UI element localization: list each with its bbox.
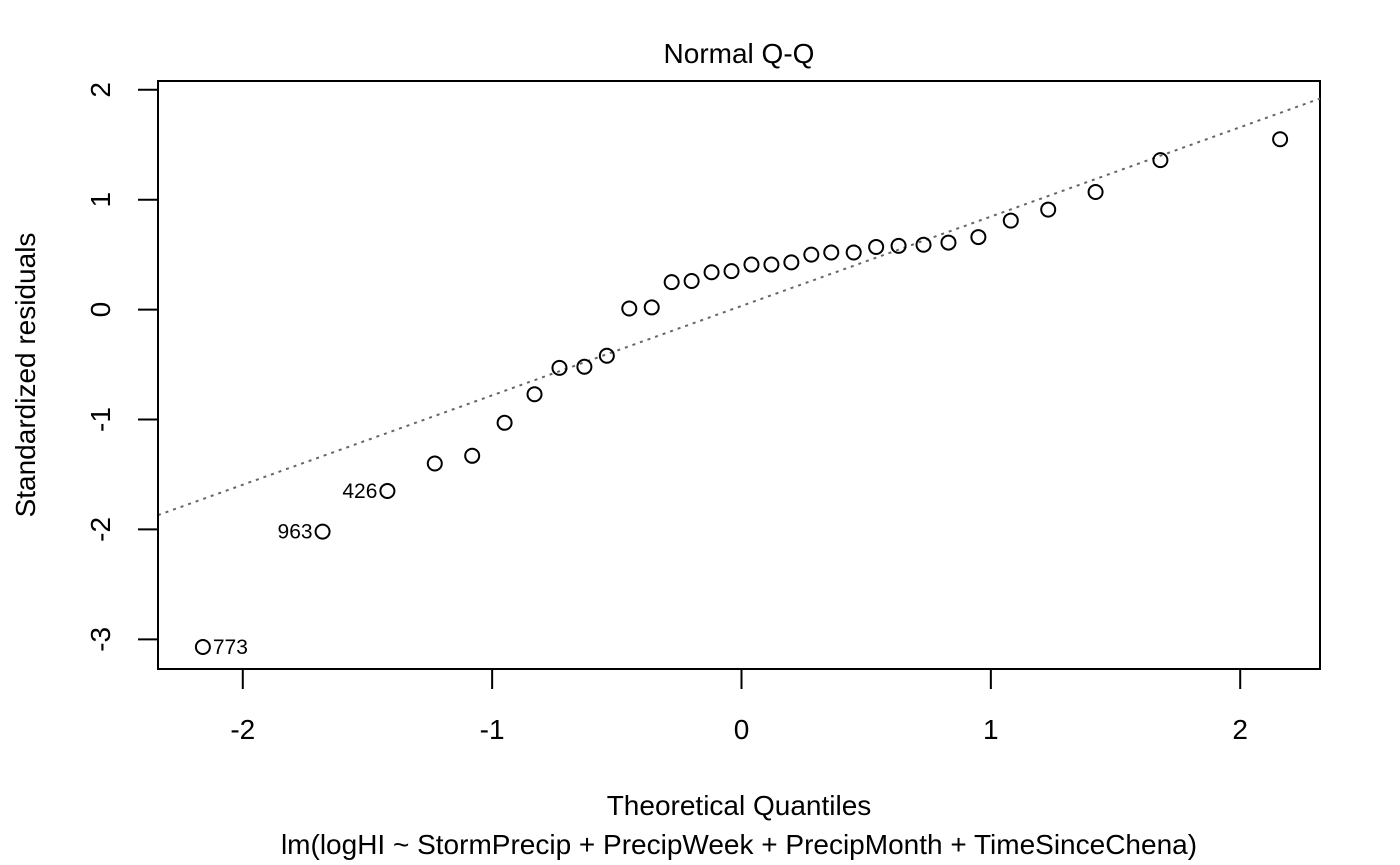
data-point bbox=[663, 274, 680, 291]
data-point bbox=[464, 447, 481, 464]
data-point bbox=[743, 256, 760, 273]
data-point bbox=[915, 236, 932, 253]
x-tick-label: 2 bbox=[1232, 714, 1248, 745]
plot-title: Normal Q-Q bbox=[664, 38, 815, 69]
x-tick-label: 1 bbox=[983, 714, 999, 745]
data-point bbox=[723, 263, 740, 280]
data-point bbox=[576, 358, 593, 375]
qq-reference-line bbox=[157, 97, 1321, 517]
y-tick-label: 2 bbox=[85, 82, 116, 98]
data-point bbox=[1272, 131, 1289, 148]
data-point bbox=[551, 359, 568, 376]
reference-line-layer bbox=[157, 97, 1321, 517]
point-label: 963 bbox=[278, 521, 313, 544]
data-point bbox=[783, 254, 800, 271]
data-point bbox=[803, 246, 820, 263]
data-point bbox=[426, 455, 443, 472]
data-point bbox=[598, 347, 615, 364]
data-point bbox=[683, 273, 700, 290]
data-point bbox=[1002, 212, 1019, 229]
x-axis-label: Theoretical Quantiles bbox=[607, 790, 872, 821]
data-point bbox=[1040, 201, 1057, 218]
x-axis: -2 -1 0 1 2 bbox=[230, 668, 1248, 745]
y-axis-label: Standardized residuals bbox=[10, 233, 41, 518]
data-point bbox=[845, 244, 862, 261]
data-point bbox=[194, 639, 211, 656]
data-point bbox=[763, 256, 780, 273]
y-tick-label: -1 bbox=[85, 407, 116, 432]
data-point bbox=[1152, 152, 1169, 169]
data-point bbox=[823, 244, 840, 261]
data-point bbox=[970, 229, 987, 246]
data-point bbox=[703, 264, 720, 281]
y-tick-label: 0 bbox=[85, 302, 116, 318]
y-tick-label: -3 bbox=[85, 627, 116, 652]
data-point bbox=[643, 299, 660, 316]
data-point bbox=[621, 300, 638, 317]
data-point bbox=[940, 234, 957, 251]
data-point bbox=[890, 237, 907, 254]
y-tick-label: -2 bbox=[85, 517, 116, 542]
data-point bbox=[868, 238, 885, 255]
point-labels-layer: 773 963 426 bbox=[213, 480, 378, 659]
y-axis: -3 -2 -1 0 1 2 bbox=[85, 82, 159, 652]
model-formula-subtitle: lm(logHI ~ StormPrecip + PrecipWeek + Pr… bbox=[281, 829, 1197, 860]
data-point bbox=[379, 482, 396, 499]
point-label: 773 bbox=[213, 636, 248, 659]
x-tick-label: -2 bbox=[230, 714, 255, 745]
data-point bbox=[496, 414, 513, 431]
x-tick-label: 0 bbox=[734, 714, 750, 745]
x-tick-label: -1 bbox=[480, 714, 505, 745]
data-point bbox=[314, 523, 331, 540]
data-point bbox=[526, 386, 543, 403]
y-tick-label: 1 bbox=[85, 192, 116, 208]
data-point bbox=[1087, 184, 1104, 201]
data-points-layer bbox=[194, 131, 1289, 656]
plot-area-border bbox=[157, 80, 1321, 670]
point-label: 426 bbox=[342, 480, 377, 503]
